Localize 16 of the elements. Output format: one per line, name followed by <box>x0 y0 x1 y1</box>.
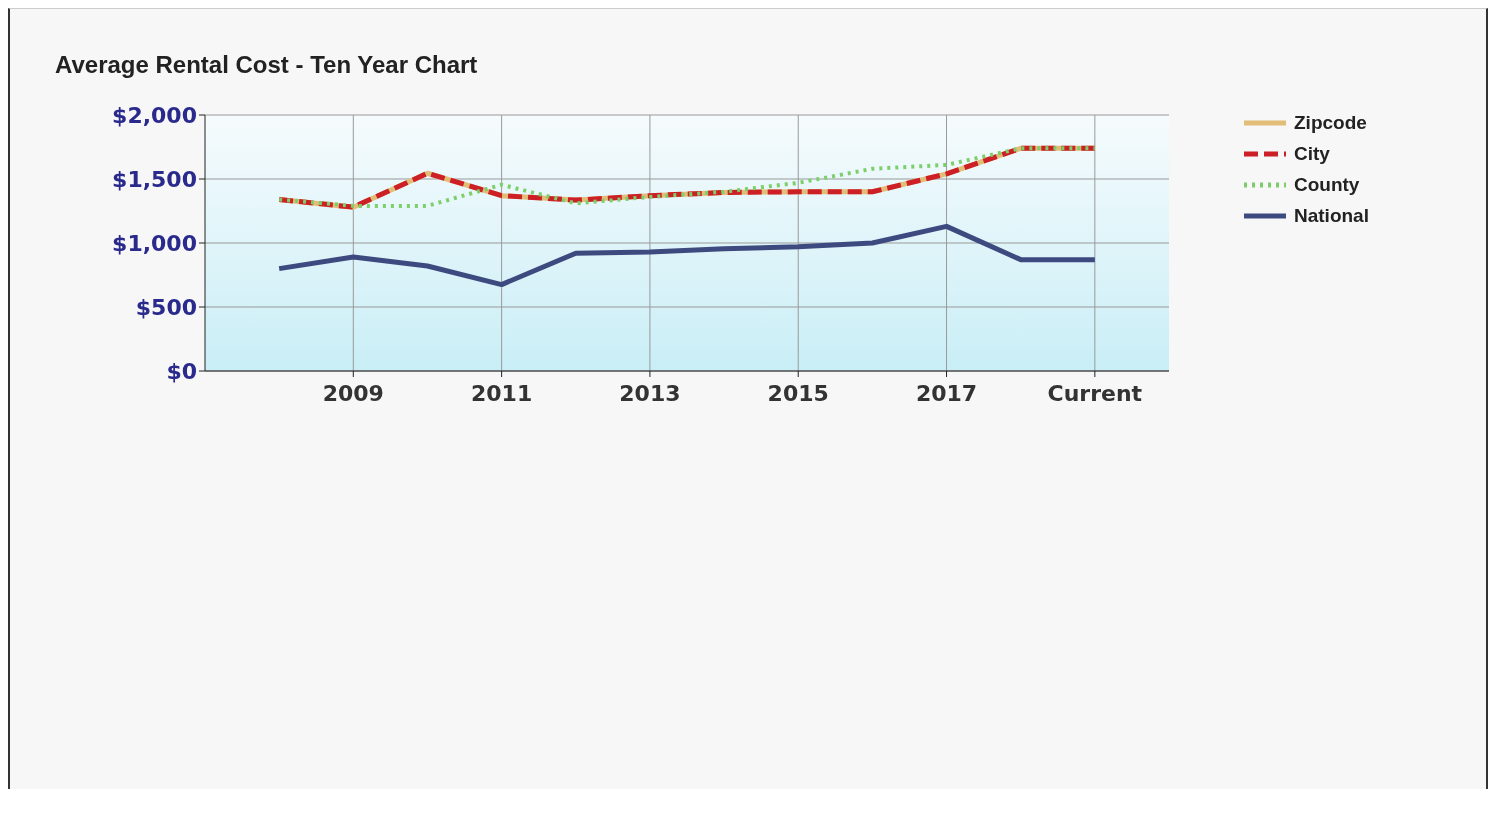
chart-title: Average Rental Cost - Ten Year Chart <box>55 51 478 79</box>
y-tick-label: $500 <box>135 294 197 320</box>
x-tick-label: 2013 <box>619 380 681 406</box>
y-tick-label: $1,000 <box>112 230 197 256</box>
x-tick-label: 2017 <box>915 380 978 406</box>
x-tick-label: 2011 <box>471 380 533 406</box>
y-tick-label: $1,500 <box>112 166 197 192</box>
legend-label: National <box>1294 204 1369 227</box>
legend-label: City <box>1294 142 1330 165</box>
x-tick-label: 2015 <box>767 380 829 406</box>
y-tick-label: $2,000 <box>112 102 197 128</box>
x-tick-label: 2009 <box>322 380 384 406</box>
y-tick-label: $0 <box>166 358 197 384</box>
legend-label: County <box>1294 173 1360 196</box>
legend-label: Zipcode <box>1294 111 1367 134</box>
x-tick-label: Current <box>1047 380 1143 406</box>
